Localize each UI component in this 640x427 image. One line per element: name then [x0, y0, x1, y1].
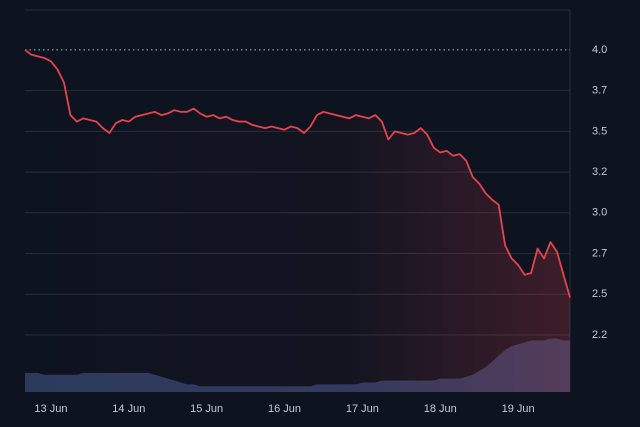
y-tick-label: 2.7	[592, 247, 607, 259]
y-tick-label: 2.5	[592, 288, 607, 300]
y-tick-label: 2.2	[592, 329, 607, 341]
price-line	[24, 49, 571, 298]
x-tick-label: 13 Jun	[34, 403, 67, 415]
y-tick-label: 4.0	[592, 44, 607, 56]
y-tick-label: 3.7	[592, 85, 607, 97]
x-tick-label: 14 Jun	[112, 403, 145, 415]
y-tick-label: 3.0	[592, 207, 607, 219]
x-tick-label: 19 Jun	[502, 403, 535, 415]
x-tick-label: 18 Jun	[424, 403, 457, 415]
x-tick-label: 15 Jun	[190, 403, 223, 415]
area-fill	[25, 49, 570, 392]
y-tick-label: 3.2	[592, 166, 607, 178]
y-tick-label: 3.5	[592, 125, 607, 137]
x-tick-label: 17 Jun	[346, 403, 379, 415]
x-tick-label: 16 Jun	[268, 403, 301, 415]
